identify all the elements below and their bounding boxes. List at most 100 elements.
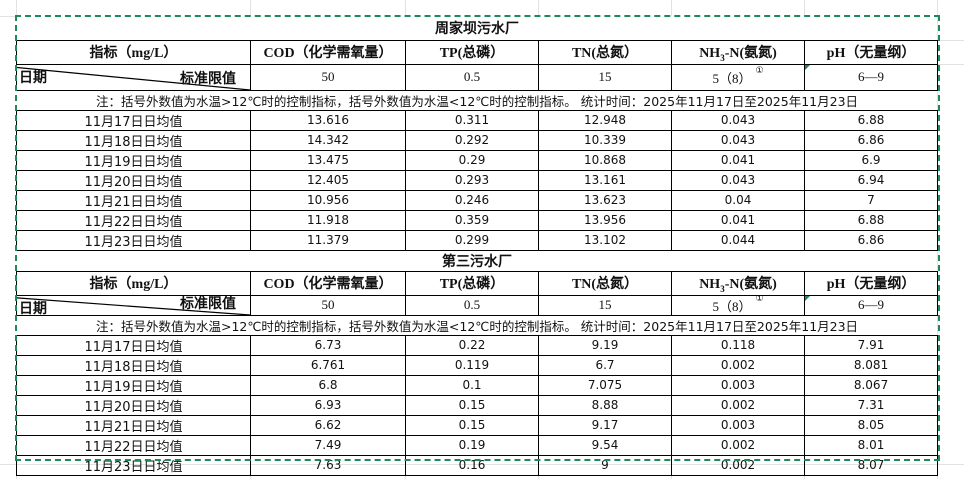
tn-cell: 6.7	[538, 354, 672, 376]
diagonal-line	[17, 296, 250, 315]
tp-cell: 0.29	[405, 149, 539, 171]
limit-ph: 6—9	[803, 294, 939, 316]
cod-cell: 6.761	[250, 354, 406, 376]
limit-cod: 50	[250, 63, 406, 91]
ph-cell: 8.081	[803, 354, 939, 376]
date-cell: 11月18日日均值	[16, 354, 251, 376]
tp-cell: 0.1	[405, 374, 539, 396]
nh3-label-suffix: -N(氨氮)	[724, 276, 777, 292]
date-cell: 11月19日日均值	[16, 149, 251, 171]
tn-cell: 10.868	[538, 149, 672, 171]
table-row: 11月21日日均值 10.956 0.246 13.623 0.04 7	[16, 189, 938, 211]
nh3-subscript: 3	[720, 283, 725, 294]
limit-tp: 0.5	[405, 294, 539, 316]
date-label: 日期	[19, 69, 47, 86]
date-cell: 11月21日日均值	[16, 189, 251, 211]
table-row: 11月17日日均值 13.616 0.311 12.948 0.043 6.88	[16, 109, 938, 131]
limit-tn: 15	[538, 294, 672, 316]
tp-cell: 0.293	[405, 169, 539, 191]
table-row: 11月18日日均值 14.342 0.292 10.339 0.043 6.86	[16, 129, 938, 151]
header-cod: COD（化学需氧量）	[250, 39, 406, 65]
limit-tp: 0.5	[405, 63, 539, 91]
cod-cell: 6.8	[250, 374, 406, 396]
ph-cell: 8.05	[803, 414, 939, 436]
nh3n-cell: 0.002	[671, 454, 805, 476]
table-row: 11月23日日均值 11.379 0.299 13.102 0.044 6.86	[16, 229, 938, 251]
limit-cod: 50	[250, 294, 406, 316]
diagonal-header-cell: 日期 标准限值	[16, 63, 251, 91]
nh3n-cell: 0.04	[671, 189, 805, 211]
diagonal-header-cell: 日期 标准限值	[16, 294, 251, 316]
gridline	[0, 16, 16, 17]
nh3n-cell: 0.044	[671, 229, 805, 251]
ph-cell: 8.07	[803, 454, 939, 476]
ph-cell: 6.94	[804, 169, 938, 191]
ph-cell: 7.91	[803, 334, 939, 356]
nh3n-cell: 0.043	[671, 109, 805, 131]
spreadsheet-range[interactable]: 周家坝污水厂 指标（mg/L） COD（化学需氧量） TP(总磷） TN(总氮）…	[16, 16, 939, 476]
ph-cell: 6.86	[804, 129, 938, 151]
cod-cell: 12.405	[250, 169, 406, 191]
tp-cell: 0.19	[405, 434, 539, 456]
ph-cell: 6.9	[804, 149, 938, 171]
tn-cell: 7.075	[538, 374, 672, 396]
gridline	[937, 0, 938, 479]
limit-nh3n: 5（8）①	[671, 294, 805, 316]
date-label: 日期	[19, 300, 47, 315]
date-cell: 11月22日日均值	[16, 209, 251, 231]
date-cell: 11月20日日均值	[16, 394, 251, 416]
plant-title: 第三污水厂	[16, 250, 938, 272]
header-nh3n: NH3-N(氨氮)	[671, 39, 805, 65]
ph-cell: 7.31	[803, 394, 939, 416]
cod-cell: 11.379	[250, 229, 406, 251]
tp-cell: 0.15	[405, 394, 539, 416]
tn-cell: 9.19	[538, 334, 672, 356]
cod-cell: 6.73	[250, 334, 406, 356]
header-ph: pH（无量纲）	[804, 39, 938, 65]
header-indicator: 指标（mg/L）	[16, 39, 251, 65]
nh3n-cell: 0.118	[671, 334, 805, 356]
ph-cell: 7	[804, 189, 938, 211]
ph-cell: 6.86	[804, 229, 938, 251]
date-cell: 11月17日日均值	[16, 334, 251, 356]
date-cell: 11月17日日均值	[16, 109, 251, 131]
tn-cell: 13.161	[538, 169, 672, 191]
limit-nh3n-value: 5（8）	[712, 70, 752, 86]
header-cod: COD（化学需氧量）	[250, 270, 406, 296]
cod-cell: 10.956	[250, 189, 406, 211]
tn-cell: 13.623	[538, 189, 672, 211]
header-tn: TN(总氮）	[538, 39, 672, 65]
header-indicator: 指标（mg/L）	[16, 270, 251, 296]
limit-nh3n-value: 5（8）	[712, 298, 752, 314]
tn-cell: 10.339	[538, 129, 672, 151]
tp-cell: 0.299	[405, 229, 539, 251]
nh3n-cell: 0.002	[671, 354, 805, 376]
tn-cell: 12.948	[538, 109, 672, 131]
header-tp: TP(总磷）	[405, 39, 539, 65]
header-tn: TN(总氮）	[538, 270, 672, 296]
gridline	[938, 40, 964, 41]
date-cell: 11月22日日均值	[16, 434, 251, 456]
nh3n-cell: 0.043	[671, 169, 805, 191]
nh3-subscript: 3	[720, 52, 725, 63]
date-cell: 11月23日日均值	[16, 454, 251, 476]
tp-cell: 0.22	[405, 334, 539, 356]
table-row: 11月20日日均值 6.93 0.15 8.88 0.002 7.31	[16, 394, 939, 416]
tn-cell: 8.88	[538, 394, 672, 416]
tn-cell: 13.102	[538, 229, 672, 251]
table-row: 11月21日日均值 6.62 0.15 9.17 0.003 8.05	[16, 414, 939, 436]
header-nh3n: NH3-N(氨氮)	[671, 270, 805, 296]
ph-cell: 8.01	[803, 434, 939, 456]
tp-cell: 0.119	[405, 354, 539, 376]
table-row: 11月19日日均值 13.475 0.29 10.868 0.041 6.9	[16, 149, 938, 171]
tp-cell: 0.292	[405, 129, 539, 151]
cod-cell: 7.63	[250, 454, 406, 476]
ph-cell: 6.88	[804, 209, 938, 231]
limit-tn: 15	[538, 63, 672, 91]
diagonal-line	[17, 65, 250, 90]
nh3-label-suffix: -N(氨氮)	[724, 45, 777, 61]
nh3n-cell: 0.002	[671, 434, 805, 456]
tp-cell: 0.16	[405, 454, 539, 476]
nh3-label: NH	[699, 276, 721, 292]
cod-cell: 14.342	[250, 129, 406, 151]
